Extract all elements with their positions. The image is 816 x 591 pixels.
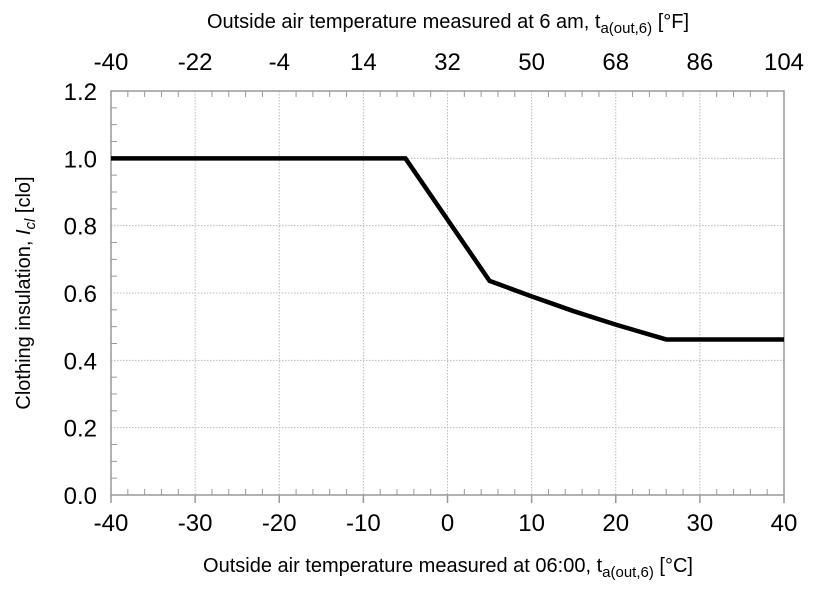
x2-tick-label: -40 — [94, 49, 129, 76]
plot-frame — [110, 90, 785, 496]
x-tick-label: 10 — [518, 510, 545, 537]
x-axis-title: Outside air temperature measured at 06:0… — [203, 555, 693, 581]
x2-tick-label: 32 — [434, 49, 461, 76]
x2-tick-label: 14 — [350, 49, 377, 76]
y-tick-label: 0.6 — [64, 281, 97, 308]
x-tick-label: -20 — [262, 510, 297, 537]
y-axis-title: Clothing insulation, Icl [clo] — [13, 176, 39, 409]
x2-tick-label: 86 — [687, 49, 714, 76]
y-tick-label: 1.0 — [64, 146, 97, 173]
series-line — [111, 156, 784, 342]
x-tick-label: -40 — [94, 510, 129, 537]
x2-tick-label: -4 — [269, 49, 290, 76]
x-tick-labels: -40 -30 -20 -10 0 10 20 30 40 — [94, 510, 798, 537]
minor-ticks — [111, 91, 768, 495]
x-tick-label: 0 — [441, 510, 454, 537]
x2-axis-title: Outside air temperature measured at 6 am… — [207, 11, 689, 37]
x2-tick-label: 104 — [764, 49, 804, 76]
x-tick-label: -10 — [346, 510, 381, 537]
y-tick-label: 0.0 — [64, 483, 97, 510]
grid — [110, 91, 785, 503]
x-tick-label: 40 — [771, 510, 798, 537]
y-tick-label: 0.8 — [64, 214, 97, 241]
y-tick-label: 0.4 — [64, 348, 97, 375]
y-tick-labels: 0.0 0.2 0.4 0.6 0.8 1.0 1.2 — [64, 79, 97, 510]
x2-tick-label: -22 — [178, 49, 213, 76]
x-tick-label: 30 — [687, 510, 714, 537]
x2-tick-label: 50 — [518, 49, 545, 76]
x2-tick-label: 68 — [602, 49, 629, 76]
x2-tick-labels: -40 -22 -4 14 32 50 68 86 104 — [94, 49, 804, 76]
y-tick-label: 0.2 — [64, 416, 97, 443]
x-tick-label: -30 — [178, 510, 213, 537]
x-tick-label: 20 — [602, 510, 629, 537]
y-tick-label: 1.2 — [64, 79, 97, 106]
